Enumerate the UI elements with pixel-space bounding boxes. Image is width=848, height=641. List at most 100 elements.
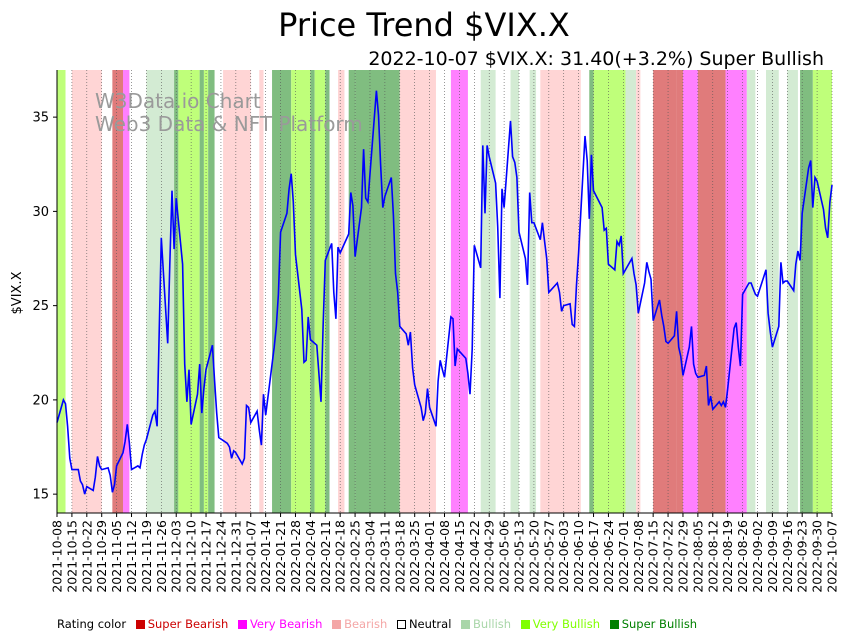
x-tick-label: 2022-08-26 [735, 520, 750, 593]
chart-title: Price Trend $VIX.X [278, 6, 570, 44]
rating-band-very_bearish [450, 70, 468, 513]
x-tick-label: 2021-12-24 [213, 520, 228, 593]
x-tick-label: 2022-06-03 [556, 520, 571, 593]
x-tick-label: 2022-09-30 [810, 520, 825, 593]
x-tick-label: 2021-10-22 [79, 520, 94, 593]
x-tick-label: 2022-08-05 [690, 520, 705, 593]
x-tick-label: 2022-04-01 [422, 520, 437, 593]
y-tick-label: 35 [32, 111, 49, 126]
rating-band-bullish [510, 70, 520, 513]
rating-band-bearish [259, 70, 264, 513]
rating-band-bearish [338, 70, 345, 513]
legend-swatch [332, 620, 342, 629]
y-ticks: 15 20 25 30 35 [32, 111, 57, 503]
rating-band-bearish [223, 70, 251, 513]
rating-band-very_bullish [203, 70, 209, 513]
rating-band-super_bullish [800, 70, 813, 513]
y-axis-label: $VIX.X [10, 271, 25, 314]
x-tick-label: 2022-01-21 [273, 520, 288, 593]
rating-band-super_bearish [676, 70, 683, 513]
rating-band-bullish [480, 70, 496, 513]
legend-item-bearish: Bearish [332, 617, 387, 631]
x-tick-label: 2021-12-17 [199, 520, 214, 593]
x-tick-label: 2021-12-10 [184, 520, 199, 593]
x-tick-label: 2022-02-25 [348, 520, 363, 593]
rating-band-very_bearish [725, 70, 747, 513]
legend-swatch [237, 620, 247, 629]
y-tick-label: 30 [32, 205, 49, 220]
rating-band-super_bullish [174, 70, 179, 513]
x-tick-label: 2022-04-15 [452, 520, 467, 593]
chart-subtitle: 2022-10-07 $VIX.X: 31.40(+3.2%) Super Bu… [368, 48, 824, 70]
legend-item-very-bearish: Very Bearish [237, 617, 322, 631]
rating-band-super_bullish [310, 70, 315, 513]
x-tick-label: 2022-02-04 [303, 520, 318, 593]
x-tick-label: 2022-03-25 [407, 520, 422, 593]
rating-band-very_bullish [812, 70, 832, 513]
x-tick-label: 2021-11-05 [109, 520, 124, 593]
x-tick-label: 2021-12-31 [228, 520, 243, 593]
x-tick-label: 2022-06-24 [601, 520, 616, 593]
watermark-line-2: Web3 Data & NFT Platform [95, 112, 363, 136]
x-tick-label: 2022-03-18 [392, 520, 407, 593]
legend-label: Bearish [344, 617, 388, 631]
rating-band-super_bullish [272, 70, 292, 513]
legend-swatch [609, 620, 619, 629]
x-tick-label: 2022-05-13 [512, 520, 527, 593]
x-tick-label: 2022-09-23 [795, 520, 810, 593]
x-tick-label: 2022-07-08 [631, 520, 646, 593]
rating-band-very_bullish [593, 70, 626, 513]
legend-swatch [135, 620, 145, 629]
legend-label: Super Bearish [147, 617, 229, 631]
x-tick-label: 2022-01-28 [288, 520, 303, 593]
watermark: W3Data.io Chart Web3 Data & NFT Platform [95, 89, 363, 136]
rating-band-super_bullish [208, 70, 215, 513]
y-tick-label: 20 [32, 393, 49, 408]
rating-band-bullish [787, 70, 798, 513]
x-tick-label: 2022-04-29 [482, 520, 497, 593]
x-tick-label: 2022-04-22 [467, 520, 482, 593]
x-tick-label: 2022-09-16 [780, 520, 795, 593]
y-tick-label: 15 [32, 488, 49, 503]
rating-band-super_bullish [348, 70, 356, 513]
legend-label: Super Bullish [621, 617, 698, 631]
legend-label: Bullish [473, 617, 512, 631]
rating-band-super_bearish [697, 70, 726, 513]
x-tick-label: 2021-11-19 [139, 520, 154, 593]
x-tick-label: 2022-03-04 [362, 520, 377, 593]
x-tick-label: 2022-05-27 [541, 520, 556, 593]
x-tick-label: 2022-09-02 [750, 520, 765, 593]
price-line [56, 90, 833, 495]
legend-item-very-bullish: Very Bullish [520, 617, 601, 631]
legend-item-neutral: Neutral [396, 617, 452, 631]
legend-label: Neutral [408, 617, 452, 631]
x-tick-label: 2022-02-18 [333, 520, 348, 593]
rating-band-super_bullish [355, 70, 400, 513]
rating-band-super_bullish [589, 70, 594, 513]
y-tick-label: 25 [32, 299, 49, 314]
watermark-line-1: W3Data.io Chart [95, 89, 261, 113]
rating-band-very_bearish [123, 70, 130, 513]
rating-band-very_bullish [57, 70, 66, 513]
rating-band-bullish [765, 70, 779, 513]
x-tick-label: 2021-10-29 [94, 520, 109, 593]
rating-band-bearish [636, 70, 641, 513]
x-tick-label: 2022-08-19 [720, 520, 735, 593]
x-tick-label: 2022-01-07 [243, 520, 258, 593]
legend-item-super-bearish: Super Bearish [135, 617, 229, 631]
x-tick-label: 2022-07-15 [646, 520, 661, 593]
legend-item-bullish: Bullish [461, 617, 511, 631]
rating-band-super_bearish [653, 70, 677, 513]
rating-band-very_bearish [682, 70, 698, 513]
legend-label: Very Bullish [532, 617, 601, 631]
x-tick-label: 2022-07-22 [661, 520, 676, 593]
x-tick-label: 2022-01-14 [258, 520, 273, 593]
x-tick-label: 2022-06-17 [586, 520, 601, 593]
rating-band-bearish [399, 70, 436, 513]
x-tick-label: 2021-10-08 [50, 520, 65, 593]
rating-band-very_bullish [178, 70, 200, 513]
x-tick-label: 2022-05-06 [497, 520, 512, 593]
x-tick-label: 2022-05-20 [526, 520, 541, 593]
legend-swatch [396, 620, 406, 629]
rating-band-bearish [540, 70, 581, 513]
